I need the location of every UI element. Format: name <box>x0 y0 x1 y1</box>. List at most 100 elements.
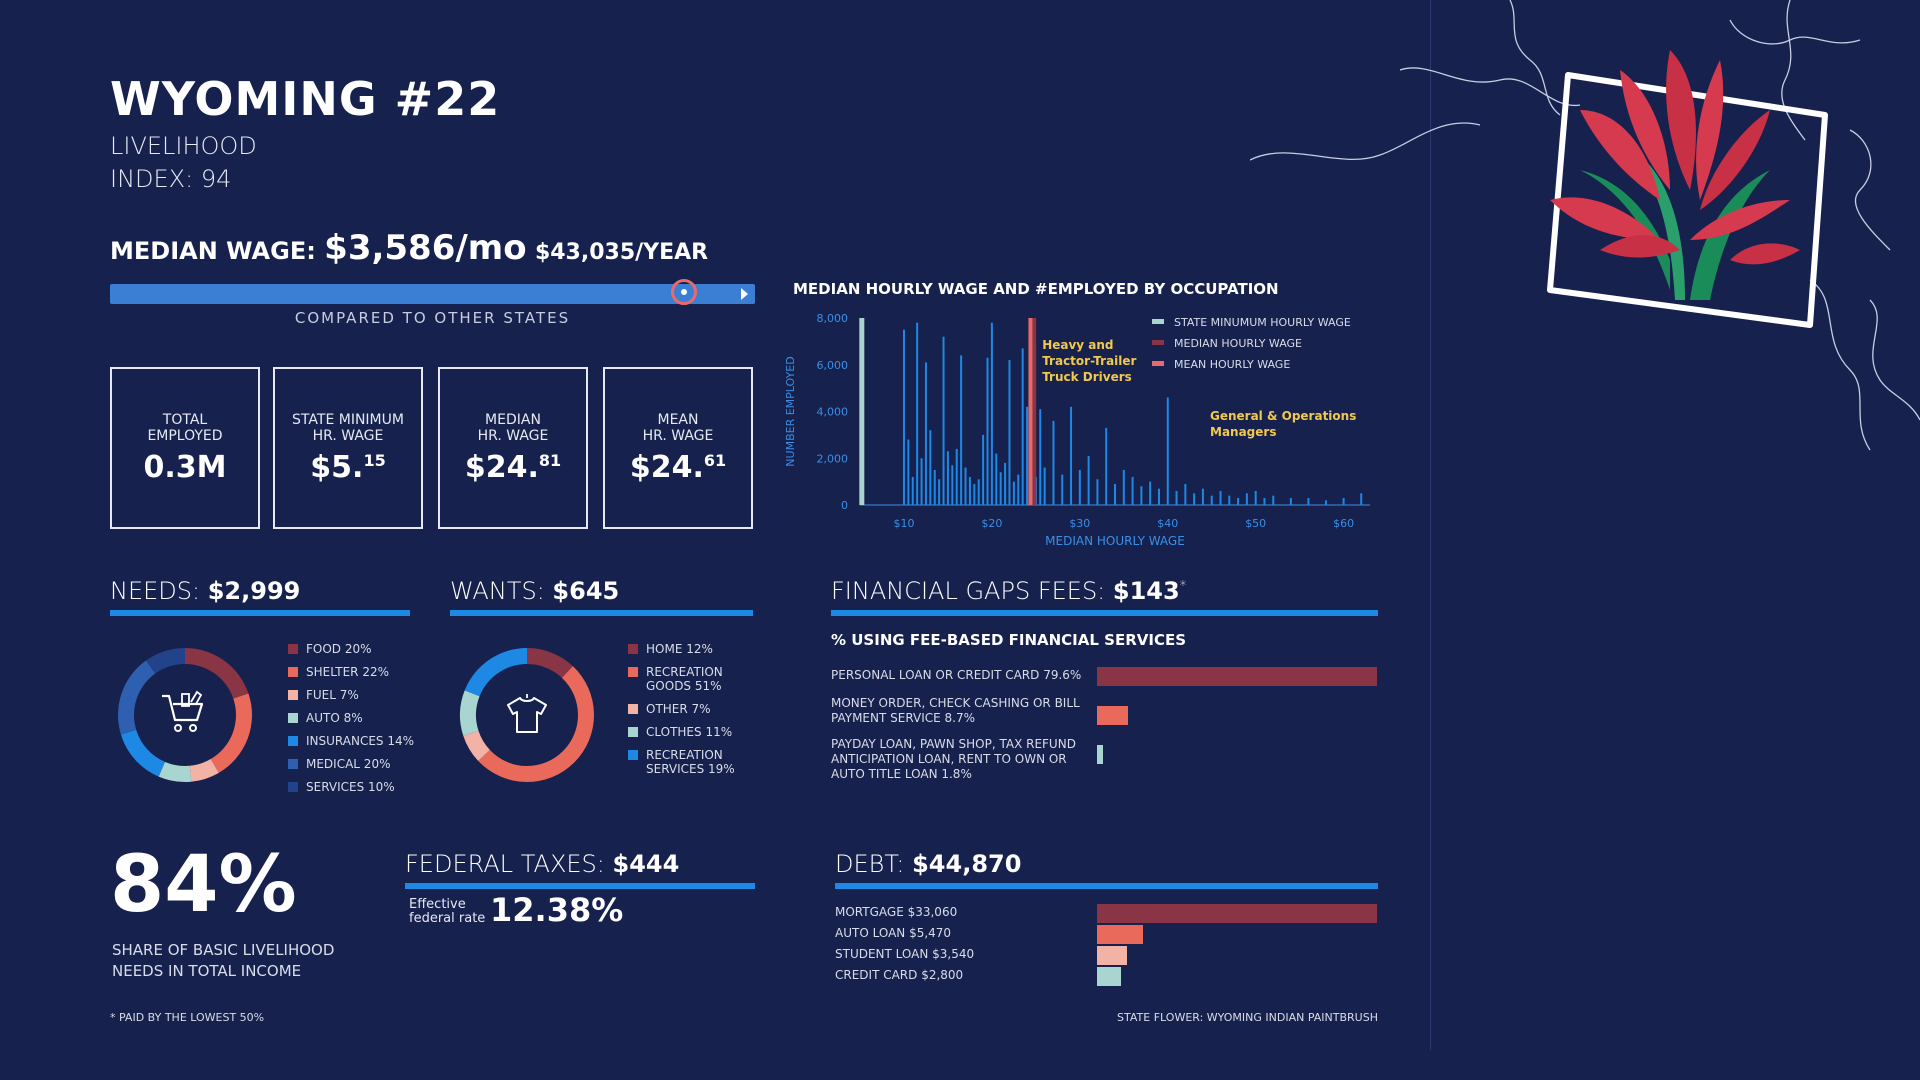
chart-legend-swatch <box>1152 361 1164 366</box>
occupation-bar <box>924 362 927 505</box>
fees-underline <box>831 610 1378 616</box>
mean-wage-marker <box>1028 318 1033 505</box>
subtitle-line-1: LIVELIHOOD <box>110 132 257 160</box>
chart-legend-label: STATE MINUMUM HOURLY WAGE <box>1174 316 1351 329</box>
chart-legend-label: MEDIAN HOURLY WAGE <box>1174 337 1302 350</box>
wants-heading: WANTS: $645 <box>450 577 619 605</box>
legend-item: CLOTHES 11% <box>628 725 736 739</box>
occupation-bar <box>977 479 980 505</box>
legend-swatch <box>288 782 298 792</box>
debt-label-3: STUDENT LOAN $3,540 <box>835 947 975 961</box>
wyoming-map-illustration <box>1250 0 1920 451</box>
legend-item: OTHER 7% <box>628 702 736 716</box>
legend-swatch <box>628 727 638 737</box>
median-wage-monthly: $3,586/mo <box>324 228 527 268</box>
occupation-bar <box>942 336 945 505</box>
occupation-bar <box>1254 490 1257 505</box>
median-wage-yearly: $43,035/YEAR <box>534 240 709 265</box>
legend-label: INSURANCES 14% <box>306 734 415 748</box>
legend-label: AUTO 8% <box>306 711 363 725</box>
river-lines <box>1250 0 1920 451</box>
debt-heading: DEBT: $44,870 <box>835 850 1021 878</box>
occupation-bar <box>1096 479 1099 505</box>
occupation-bar <box>982 434 985 505</box>
taxes-underline <box>405 883 755 889</box>
fee-label-1: PERSONAL LOAN OR CREDIT CARD 79.6% <box>831 668 1082 682</box>
fee-label-2: MONEY ORDER, CHECK CASHING OR BILL PAYME… <box>831 696 1080 725</box>
occupation-bar <box>916 322 919 505</box>
fees-label: FINANCIAL GAPS FEES: <box>831 577 1106 605</box>
occupation-bar <box>1039 409 1042 505</box>
occupation-bar <box>1342 497 1345 505</box>
fee-bar-1 <box>1097 667 1377 686</box>
occupation-bar <box>973 483 976 505</box>
donut-slice <box>478 666 594 782</box>
y-tick-label: 2,000 <box>817 452 849 465</box>
occupation-bar <box>907 439 910 505</box>
page-title: WYOMING #22 <box>110 72 501 126</box>
legend-swatch <box>288 759 298 769</box>
legend-label: FOOD 20% <box>306 642 372 656</box>
occupation-bar <box>1149 481 1152 505</box>
legend-item: INSURANCES 14% <box>288 734 414 748</box>
occupation-bar <box>999 472 1002 505</box>
donut-slice <box>460 690 480 736</box>
effective-rate-value: 12.38% <box>490 891 624 929</box>
legend-swatch <box>288 667 298 677</box>
donut-slice <box>118 660 156 735</box>
compare-marker[interactable] <box>671 279 698 305</box>
legend-item: SHELTER 22% <box>288 665 414 679</box>
donut-slice <box>463 730 490 761</box>
needs-label: NEEDS: <box>110 577 201 605</box>
legend-swatch <box>288 690 298 700</box>
occupation-bar <box>1210 495 1213 505</box>
occupation-bar <box>946 451 949 505</box>
y-tick-label: 0 <box>841 499 848 512</box>
stat-label: STATE MINIMUM HR. WAGE <box>292 412 404 444</box>
taxes-label: FEDERAL TAXES: <box>405 850 605 878</box>
occupation-bar <box>995 453 998 505</box>
legend-swatch <box>288 736 298 746</box>
occupation-bar <box>990 322 993 505</box>
legend-item: RECREATION GOODS 51% <box>628 665 736 693</box>
stat-state-minimum-wage: STATE MINIMUM HR. WAGE $5.15 <box>273 367 423 529</box>
shopping-cart-icon <box>162 690 204 732</box>
occupation-bar <box>1114 483 1116 505</box>
chart-legend-swatch <box>1152 340 1164 345</box>
donut-slice <box>210 693 252 773</box>
stat-total-employed: TOTAL EMPLOYED 0.3M <box>110 367 260 529</box>
debt-label-1: MORTGAGE $33,060 <box>835 905 958 919</box>
occupation-bar <box>1175 490 1178 505</box>
state-min-wage-marker <box>859 318 865 505</box>
occupation-bar <box>1004 462 1007 505</box>
annotation-operations-managers: General & Operations Managers <box>1210 409 1356 439</box>
occupation-bar <box>968 476 971 505</box>
legend-label: SERVICES 10% <box>306 780 395 794</box>
occupation-bar <box>986 357 989 505</box>
occupation-bar <box>955 448 958 505</box>
debt-label: DEBT: <box>835 850 905 878</box>
legend-label: CLOTHES 11% <box>646 725 733 739</box>
needs-legend: FOOD 20% SHELTER 22% FUEL 7% AUTO 8% INSURAN… <box>288 642 414 803</box>
wants-donut-chart <box>460 648 594 782</box>
median-wage-label: MEDIAN WAGE: <box>110 237 316 265</box>
fees-asterisk: * <box>1179 579 1187 594</box>
occupation-bar <box>1272 495 1275 505</box>
taxes-value: $444 <box>612 850 680 878</box>
subtitle-line-2: INDEX: 94 <box>110 165 232 193</box>
y-axis-label: NUMBER EMPLOYED <box>784 356 797 466</box>
annotation-truck-drivers: Heavy and Tractor-Trailer Truck Drivers <box>1042 338 1136 384</box>
needs-donut-chart <box>118 648 252 782</box>
occupation-bar <box>1122 469 1125 505</box>
occupation-chart: 0 2,000 4,000 6,000 8,000 $10 $20 $30 $40 $50 $60 M… <box>784 312 1370 548</box>
occupation-bar <box>938 479 941 505</box>
legend-label: HOME 12% <box>646 642 713 656</box>
stat-value: $24.81 <box>464 450 562 485</box>
occupation-bar <box>1043 467 1046 505</box>
stat-median-wage: MEDIAN HR. WAGE $24.81 <box>438 367 588 529</box>
occupation-bar <box>902 329 905 505</box>
occupation-bar <box>1184 483 1187 505</box>
chart-legend-swatch <box>1152 319 1164 324</box>
occupation-chart-title: MEDIAN HOURLY WAGE AND #EMPLOYED BY OCCU… <box>793 280 1279 298</box>
occupation-bar <box>1245 493 1248 505</box>
